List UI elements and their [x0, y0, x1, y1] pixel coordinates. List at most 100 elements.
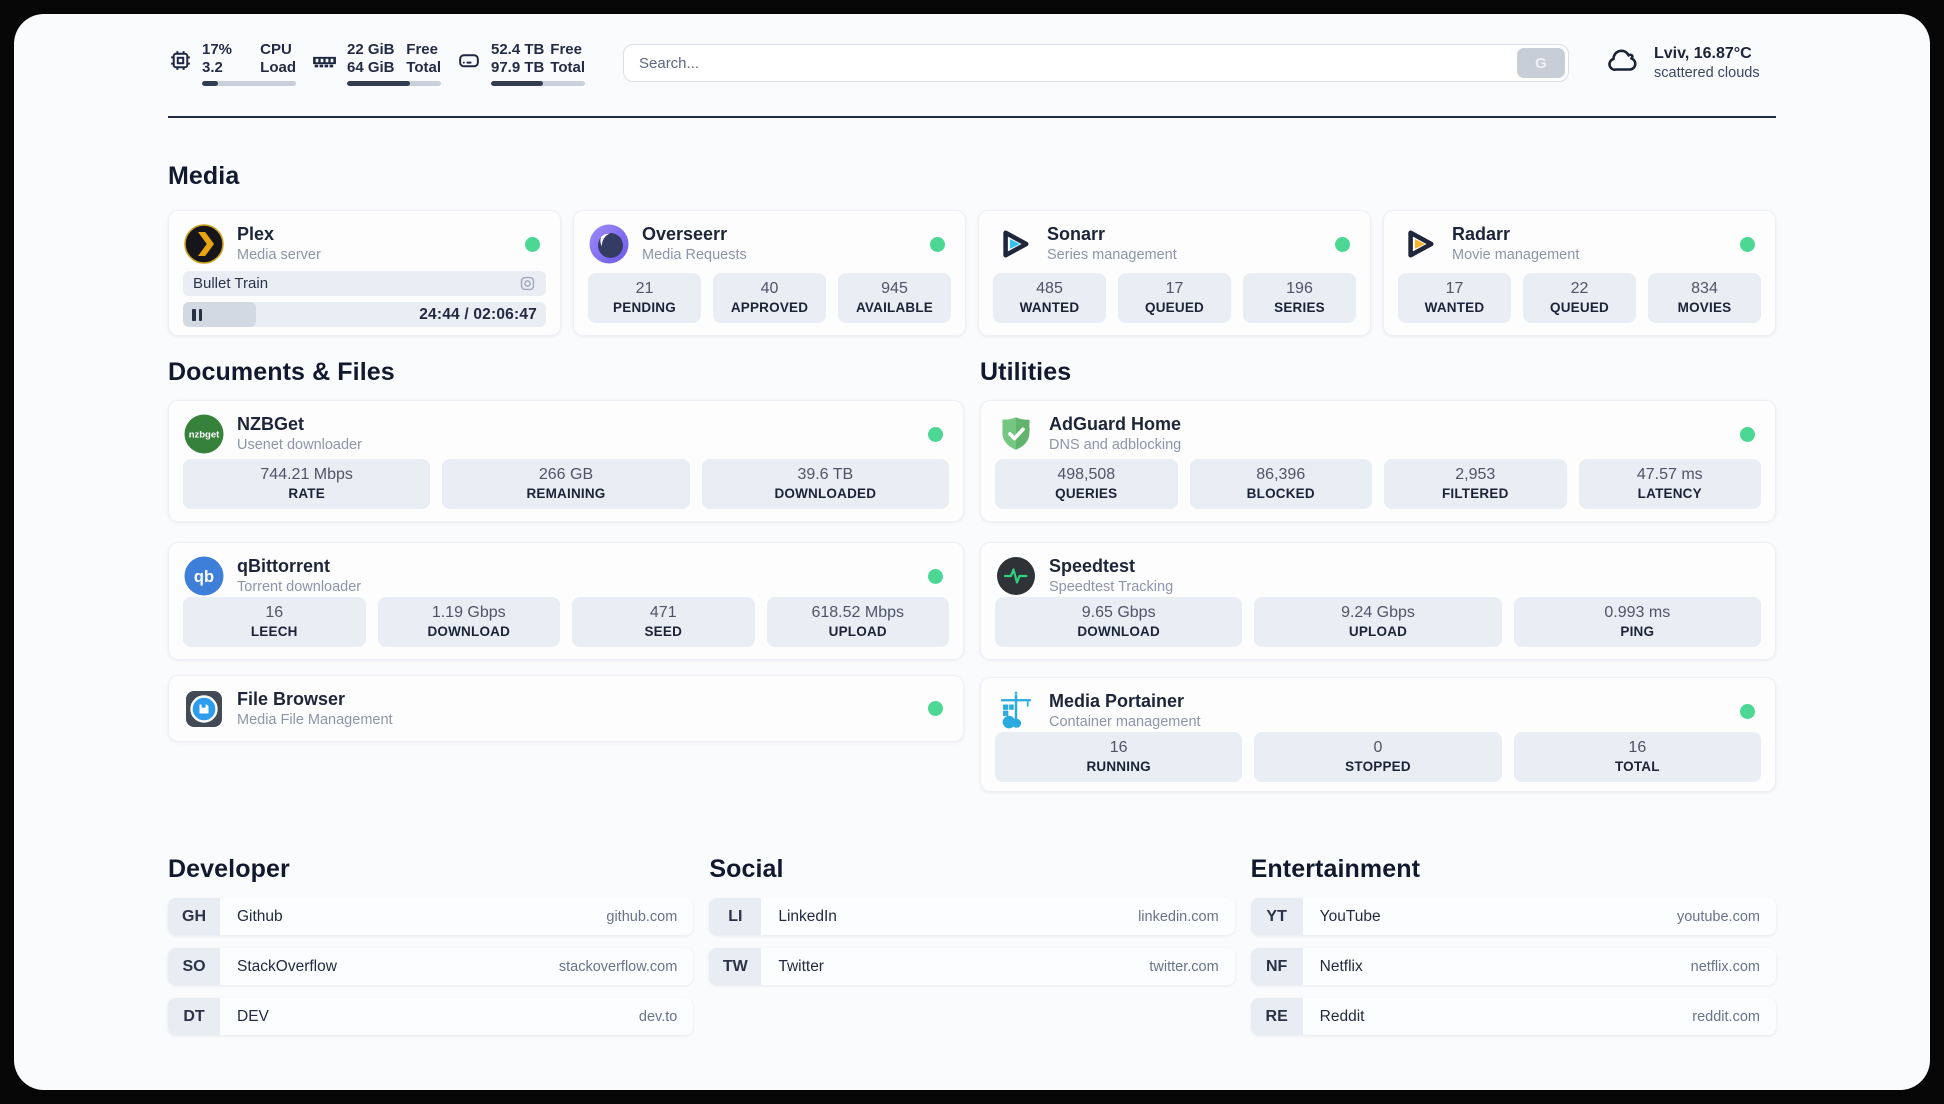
bookmark-twitter[interactable]: TW Twitter twitter.com	[709, 948, 1235, 985]
bookmark-url: reddit.com	[1692, 1008, 1760, 1025]
bookmark-reddit[interactable]: RE Reddit reddit.com	[1250, 998, 1776, 1035]
section-utilities: Utilities AdGuard Home DNS and adblockin…	[980, 358, 1776, 792]
playback-time: 24:44 / 02:06:47	[419, 305, 537, 323]
app-card-adguard[interactable]: AdGuard Home DNS and adblocking 498,508 Q…	[980, 400, 1776, 522]
bookmark-url: netflix.com	[1690, 958, 1760, 975]
disk-free-value: 52.4 TB	[491, 40, 545, 58]
bookmark-tag: SO	[168, 948, 220, 985]
app-desc-radarr: Movie management	[1452, 247, 1580, 263]
stat-queued: 17 QUEUED	[1118, 273, 1231, 323]
qbittorrent-icon: qb	[183, 555, 225, 597]
bookmark-youtube[interactable]: YT YouTube youtube.com	[1250, 898, 1776, 935]
app-card-speedtest[interactable]: Speedtest Speedtest Tracking 9.65 Gbps DO…	[980, 542, 1776, 660]
bookmark-url: github.com	[606, 908, 678, 925]
stat-pending: 21 PENDING	[588, 273, 701, 323]
cpu-usage: 17%	[202, 40, 233, 58]
stat-remaining: 266 GB REMAINING	[442, 459, 690, 509]
stat-seed: 471 SEED	[572, 597, 755, 647]
stat-running: 16 RUNNING	[995, 732, 1243, 782]
weather-text: Lviv, 16.87°C scattered clouds	[1654, 43, 1760, 83]
section-title-documents: Documents & Files	[168, 358, 395, 386]
app-name-qbittorrent: qBittorrent	[237, 556, 330, 576]
disk-values: 52.4 TB Free 97.9 TB Total	[491, 41, 585, 86]
sonarr-icon	[993, 223, 1035, 265]
ram-total-label: Total	[406, 58, 441, 76]
app-name-radarr: Radarr	[1452, 224, 1511, 244]
bookmark-tag: NF	[1250, 948, 1303, 985]
app-card-radarr[interactable]: Radarr Movie management 17 WANTED 22 QUEUE…	[1383, 210, 1776, 336]
app-desc-adguard: DNS and adblocking	[1049, 437, 1182, 453]
status-online-dot	[1740, 703, 1755, 719]
status-online-dot	[1740, 236, 1755, 252]
bookmark-tag: TW	[709, 948, 762, 985]
stat-ping: 0.993 ms PING	[1513, 597, 1761, 647]
app-desc-sonarr: Series management	[1047, 247, 1177, 263]
ram-stat: 22 GiB Free 64 GiB Total	[311, 41, 441, 86]
stat-available: 945 AVAILABLE	[838, 273, 951, 323]
app-card-plex[interactable]: Plex Media server Bullet Train	[168, 210, 561, 336]
bookmark-netflix[interactable]: NF Netflix netflix.com	[1250, 948, 1776, 985]
stat-downloaded: 39.6 TB DOWNLOADED	[701, 459, 949, 509]
section-title-social: Social	[709, 855, 784, 883]
speedtest-icon	[995, 555, 1037, 597]
bookmark-stackoverflow[interactable]: SO StackOverflow stackoverflow.com	[168, 948, 694, 985]
section-title-entertainment: Entertainment	[1250, 855, 1421, 883]
ram-total-value: 64 GiB	[347, 58, 395, 76]
status-online-dot	[928, 701, 943, 716]
section-documents: Documents & Files nzbget NZBGet Usenet d…	[168, 358, 964, 792]
app-desc-speedtest: Speedtest Tracking	[1049, 579, 1174, 595]
cpu-label: CPU	[260, 40, 292, 58]
section-title-media: Media	[168, 162, 240, 190]
adguard-icon	[995, 413, 1037, 455]
weather-location: Lviv, 16.87°C	[1654, 45, 1752, 62]
bookmark-name: LinkedIn	[778, 907, 837, 925]
section-title-utilities: Utilities	[980, 358, 1072, 386]
search-bar: G	[623, 44, 1569, 82]
bookmark-name: YouTube	[1319, 907, 1381, 925]
pause-icon[interactable]	[192, 308, 202, 321]
app-card-filebrowser[interactable]: File Browser Media File Management	[168, 675, 964, 742]
cpu-icon	[168, 48, 193, 78]
app-card-portainer[interactable]: Media Portainer Container management 16 R…	[980, 677, 1776, 792]
plex-icon	[183, 223, 225, 265]
bookmark-tag: DT	[168, 998, 220, 1035]
nzbget-icon: nzbget	[183, 413, 225, 455]
search-engine-button[interactable]: G	[1517, 48, 1565, 78]
app-card-sonarr[interactable]: Sonarr Series management 485 WANTED 17 QUE…	[978, 210, 1371, 336]
now-playing-row: Bullet Train	[183, 271, 546, 296]
disk-total-label: Total	[550, 58, 585, 76]
disk-stat: 52.4 TB Free 97.9 TB Total	[456, 41, 585, 86]
app-desc-filebrowser: Media File Management	[237, 711, 393, 728]
status-online-dot	[1335, 236, 1350, 252]
stat-queued: 22 QUEUED	[1523, 273, 1636, 323]
bookmark-tag: GH	[168, 898, 220, 935]
bookmark-name: DEV	[237, 1007, 269, 1025]
playback-progress-row: 24:44 / 02:06:47	[183, 302, 546, 327]
app-desc-portainer: Container management	[1049, 714, 1201, 730]
disk-icon	[456, 48, 482, 78]
cpu-progress-bar	[202, 80, 296, 86]
cpu-load-label: Load	[260, 58, 296, 76]
header-divider	[168, 116, 1776, 118]
app-card-qbittorrent[interactable]: qb qBittorrent Torrent downloader 16 LEEC…	[168, 542, 964, 660]
section-entertainment: Entertainment YT YouTube youtube.com NF …	[1250, 855, 1776, 1048]
bookmark-name: Twitter	[778, 957, 824, 975]
app-desc-qbittorrent: Torrent downloader	[237, 579, 362, 595]
bookmark-url: linkedin.com	[1138, 908, 1219, 925]
ram-free-value: 22 GiB	[347, 40, 395, 58]
overseerr-icon	[588, 223, 630, 265]
bookmark-dev[interactable]: DT DEV dev.to	[168, 998, 694, 1035]
search-input[interactable]	[623, 44, 1569, 82]
section-media: Media Plex Media server	[168, 162, 1776, 336]
app-card-overseerr[interactable]: Overseerr Media Requests 21 PENDING 40 APP…	[573, 210, 966, 336]
app-card-nzbget[interactable]: nzbget NZBGet Usenet downloader 744.21 M…	[168, 400, 964, 522]
bookmark-linkedin[interactable]: LI LinkedIn linkedin.com	[709, 898, 1235, 935]
radarr-icon	[1398, 223, 1440, 265]
bookmark-tag: RE	[1250, 998, 1303, 1035]
bookmark-github[interactable]: GH Github github.com	[168, 898, 694, 935]
portainer-icon	[995, 690, 1037, 732]
status-online-dot	[1740, 426, 1755, 442]
media-type-icon	[519, 275, 536, 292]
dashboard-panel: 17% CPU 3.2 Load	[14, 14, 1930, 1090]
stat-blocked: 86,396 BLOCKED	[1189, 459, 1372, 509]
